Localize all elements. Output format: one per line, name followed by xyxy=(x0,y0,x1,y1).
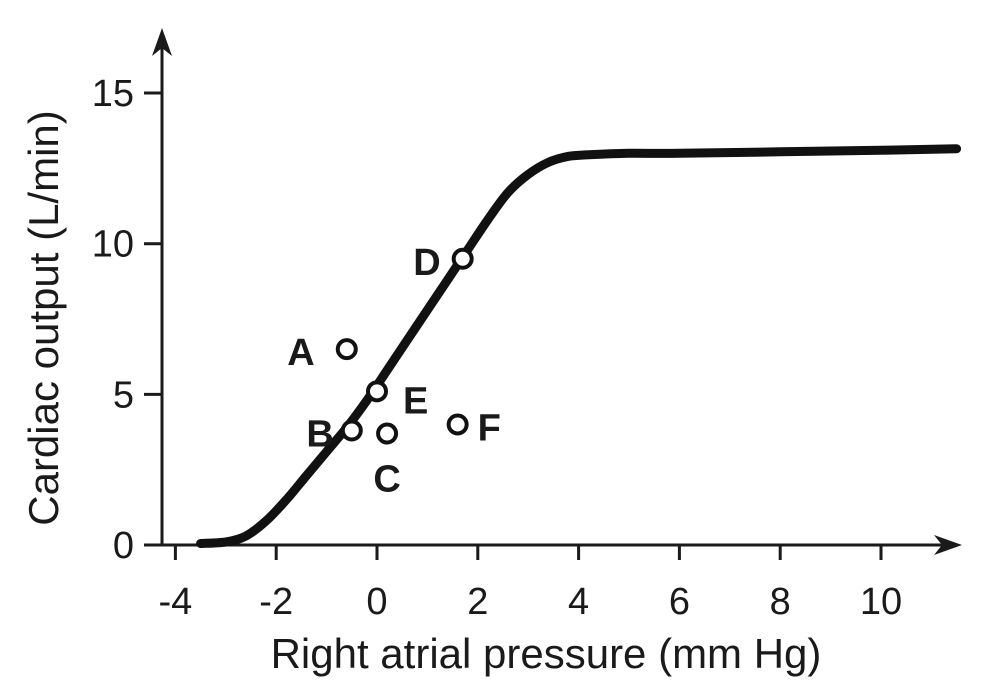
x-tick-label: -4 xyxy=(159,581,193,623)
x-tick-label: 4 xyxy=(568,581,589,623)
point-label-c: C xyxy=(373,459,400,501)
point-label-b: B xyxy=(306,414,333,456)
point-c xyxy=(376,422,399,445)
x-tick-label: -2 xyxy=(259,581,293,623)
x-tick-label: 10 xyxy=(860,581,902,623)
point-label-e: E xyxy=(403,380,428,422)
point-label-f: F xyxy=(478,407,501,449)
y-axis-title: Cardiac output (L/min) xyxy=(20,110,67,526)
x-tick-label: 2 xyxy=(467,581,488,623)
y-tick-label: 5 xyxy=(113,374,134,416)
cardiac-output-curve xyxy=(196,144,962,548)
y-tick-label: 10 xyxy=(92,224,134,266)
y-tick-label: 0 xyxy=(113,525,134,567)
y-axis-arrow xyxy=(152,28,172,56)
points-layer: ABC D E F xyxy=(287,242,501,501)
point-label-a: A xyxy=(287,332,314,374)
point-label-d: D xyxy=(413,242,440,284)
x-axis-arrow xyxy=(934,535,962,555)
axes: -4 -2 0 2 4 6 8 10 0 5 10 15 xyxy=(92,28,962,623)
point-e xyxy=(366,380,388,403)
x-tick-label: 6 xyxy=(669,581,690,623)
point-f xyxy=(446,413,469,436)
x-tick-label: 8 xyxy=(770,581,791,623)
x-tick-label: 0 xyxy=(366,581,387,623)
point-a xyxy=(335,338,358,361)
curve-layer xyxy=(196,144,962,548)
point-b xyxy=(340,419,363,442)
point-d xyxy=(451,247,474,270)
y-tick-label: 15 xyxy=(92,73,134,115)
x-axis-title: Right atrial pressure (mm Hg) xyxy=(271,630,822,677)
